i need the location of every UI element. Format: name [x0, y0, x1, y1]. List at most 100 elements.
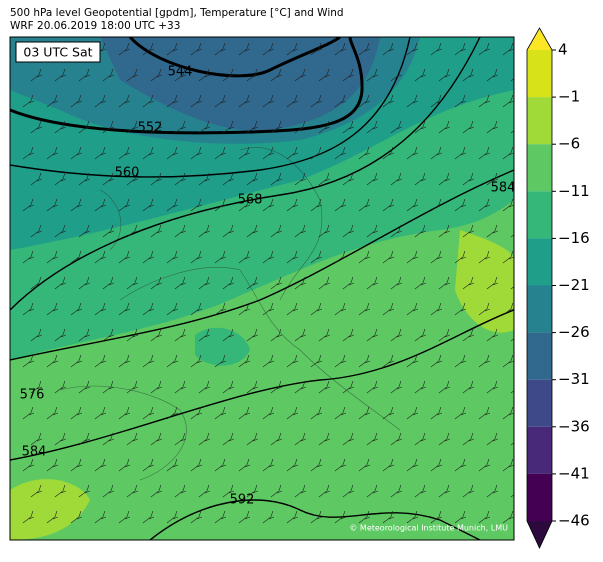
wind-barb	[358, 42, 371, 56]
wind-barb	[30, 276, 43, 290]
wind-barb	[118, 42, 131, 56]
wind-barb	[174, 224, 187, 238]
colorbar-tick-label: −41	[558, 464, 590, 482]
wind-barb	[174, 172, 187, 186]
colorbar-tick-label: −6	[558, 135, 580, 153]
time-label: 03 UTC Sat	[23, 45, 92, 60]
wind-barb	[462, 224, 475, 238]
contour-label: 584	[22, 445, 47, 460]
wind-barb	[150, 68, 163, 82]
wind-barb	[166, 406, 179, 420]
wind-barb	[454, 510, 467, 524]
wind-barb	[462, 432, 475, 446]
wind-barb	[30, 380, 43, 394]
wind-barb	[166, 302, 179, 316]
wind-barb	[382, 302, 395, 316]
wind-barb	[142, 94, 155, 108]
wind-barb	[78, 276, 91, 290]
wind-barb	[262, 302, 275, 316]
title: 500 hPa level Geopotential [gpdm], Tempe…	[10, 7, 344, 19]
wind-barb	[390, 276, 403, 290]
wind-barb	[54, 120, 67, 134]
wind-barb	[118, 250, 131, 264]
contour-label: 584	[491, 181, 516, 196]
wind-barb	[214, 302, 227, 316]
wind-barb	[246, 328, 259, 342]
wind-barb	[150, 380, 163, 394]
wind-barb	[94, 198, 107, 212]
wind-barb	[78, 172, 91, 186]
wind-barb	[310, 42, 323, 56]
wind-barb	[198, 276, 211, 290]
wind-barb	[406, 146, 419, 160]
wind-barb	[78, 432, 91, 446]
wind-barb	[262, 198, 275, 212]
wind-barb	[486, 484, 499, 498]
wind-barb	[174, 276, 187, 290]
wind-barb	[238, 250, 251, 264]
wind-barb	[406, 94, 419, 108]
wind-barb	[502, 406, 514, 420]
time-box	[15, 41, 101, 63]
wind-barb	[286, 198, 299, 212]
wind-barb	[406, 302, 419, 316]
wind-barb	[342, 276, 355, 290]
wind-barb	[246, 224, 259, 238]
wind-barb	[342, 328, 355, 342]
wind-barb	[382, 146, 395, 160]
wind-barb	[358, 302, 371, 316]
colorbar-tick-label: −16	[558, 229, 590, 247]
wind-barb	[430, 406, 443, 420]
wind-barb	[142, 42, 155, 56]
wind-barb	[270, 484, 283, 498]
wind-barb	[382, 94, 395, 108]
wind-barb	[286, 146, 299, 160]
wind-barb	[262, 354, 275, 368]
wind-barb	[222, 432, 235, 446]
wind-barb	[78, 68, 91, 82]
wind-barb	[414, 484, 427, 498]
wind-barb	[294, 120, 307, 134]
wind-barb	[430, 42, 443, 56]
colorbar-tick-label: −46	[558, 512, 590, 530]
wind-barb	[214, 250, 227, 264]
wind-barb	[222, 380, 235, 394]
wind-barb	[286, 94, 299, 108]
wind-barb	[214, 354, 227, 368]
wind-barb	[190, 146, 203, 160]
wind-barb	[126, 484, 139, 498]
wind-barb	[102, 328, 115, 342]
wind-barb	[390, 432, 403, 446]
wind-barb	[366, 328, 379, 342]
wind-barb	[438, 224, 451, 238]
wind-barb	[438, 328, 451, 342]
wind-barb	[358, 406, 371, 420]
wind-barb	[118, 406, 131, 420]
wind-barb	[22, 146, 35, 160]
wind-barb	[462, 172, 475, 186]
wind-barb	[238, 406, 251, 420]
wind-barb	[150, 432, 163, 446]
wind-barb	[342, 172, 355, 186]
wind-barb	[390, 68, 403, 82]
wind-barb	[390, 120, 403, 134]
wind-barb	[22, 94, 35, 108]
wind-barb	[366, 172, 379, 186]
contour-label: 568	[238, 193, 263, 208]
wind-barb	[478, 458, 491, 472]
wind-barb	[238, 198, 251, 212]
wind-barb	[334, 458, 347, 472]
wind-barb	[102, 68, 115, 82]
colorbar-band	[527, 144, 552, 192]
wind-barb	[222, 276, 235, 290]
wind-barb	[150, 172, 163, 186]
wind-barb	[486, 172, 499, 186]
wind-barb	[406, 198, 419, 212]
wind-barb	[46, 406, 59, 420]
wind-barb	[190, 250, 203, 264]
wind-barb	[382, 510, 395, 524]
wind-barb	[478, 406, 491, 420]
wind-barb	[102, 432, 115, 446]
colorbar-extend-top	[527, 28, 552, 50]
wind-barb	[198, 328, 211, 342]
